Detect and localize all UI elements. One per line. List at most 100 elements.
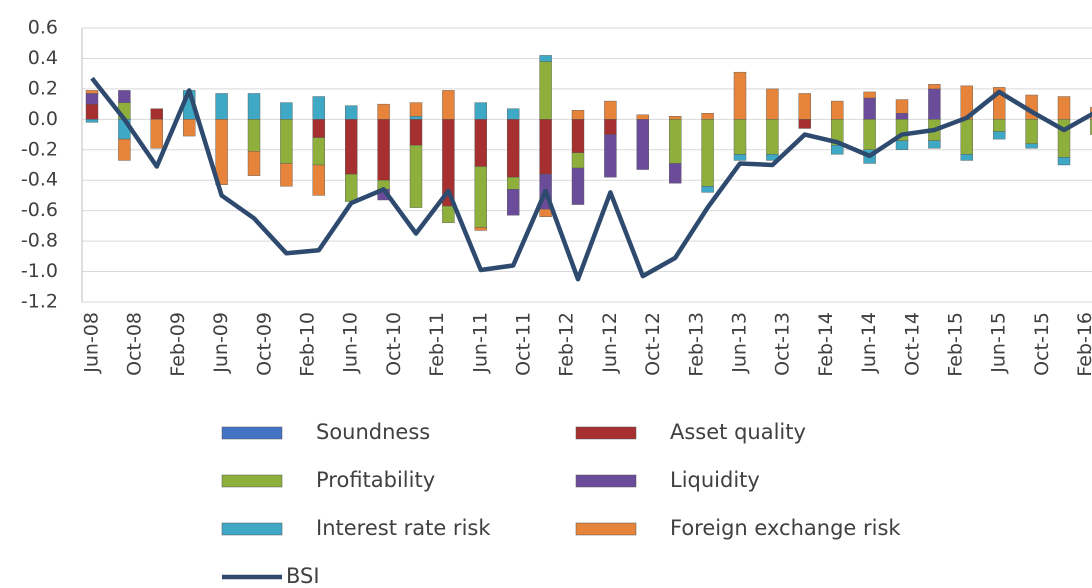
bar-segment [474, 227, 487, 231]
x-tick-label: Oct-15 [1031, 312, 1053, 376]
y-tick-label: 0.2 [28, 77, 58, 99]
legend-label: Interest rate risk [316, 516, 491, 540]
bar-segment [895, 140, 909, 150]
x-tick-label: Oct-08 [124, 312, 146, 376]
x-tick-label: Feb-11 [426, 312, 448, 377]
bar-segment [474, 102, 487, 120]
legend-swatch [221, 426, 283, 440]
legend-label: Foreign exchange risk [670, 516, 901, 540]
legend-label: BSI [286, 564, 320, 588]
legend-label: Asset quality [670, 420, 806, 444]
bar-segment [539, 119, 552, 175]
bar-segment [409, 145, 423, 208]
bar-segment [733, 119, 747, 155]
x-tick-label: Oct-11 [513, 312, 535, 376]
x-tick-label: Feb-10 [297, 312, 319, 377]
x-tick-label: Feb-14 [815, 312, 837, 377]
y-tick-label: 0.6 [28, 17, 58, 39]
bar-segment [280, 163, 293, 187]
bar-segment [571, 152, 585, 169]
bar-segment [118, 138, 131, 161]
legend-label: Liquidity [670, 468, 760, 492]
bar-segment [1057, 96, 1071, 120]
y-tick-label: -0.4 [21, 169, 58, 191]
y-tick-label: -0.8 [21, 230, 58, 252]
bar-segment [1025, 143, 1038, 149]
bar-segment [863, 91, 876, 99]
bar-segment [345, 173, 358, 202]
bar-segment [474, 119, 487, 167]
bar-segment [766, 119, 779, 155]
x-tick-label: Feb-16 [1074, 312, 1092, 377]
bar-segment [377, 103, 390, 120]
legend-swatch [575, 522, 637, 536]
legend-swatch [575, 474, 637, 488]
bar-segment [182, 119, 196, 137]
bar-segment [312, 119, 325, 138]
bar-segment [701, 113, 714, 120]
bar-segment [669, 119, 682, 164]
legend-swatch [221, 522, 283, 536]
bar-segment [215, 119, 228, 185]
x-tick-label: Jun-10 [340, 312, 362, 374]
bar-segment [766, 88, 779, 120]
bar-segment [442, 90, 455, 120]
bar-segment [312, 164, 325, 196]
bar-segment [733, 154, 747, 161]
bar-segment [118, 90, 131, 103]
bar-segment [215, 93, 228, 120]
bar-segment [571, 109, 585, 120]
legend: Soundness Asset quality Profitability Liqui… [221, 420, 901, 588]
y-tick-label: -0.6 [21, 199, 58, 221]
x-tick-label: Feb-12 [556, 312, 578, 377]
x-tick-label: Jun-13 [729, 312, 751, 374]
x-tick-label: Oct-13 [772, 312, 794, 376]
bar-segment [442, 205, 455, 224]
bar-segment [1057, 157, 1071, 166]
bar-segment [863, 119, 876, 150]
bar-segment [409, 102, 423, 117]
bar-segment [409, 119, 423, 146]
bar-segment [960, 119, 973, 155]
bar-segment [960, 154, 973, 161]
bar-segment [247, 151, 261, 176]
bar-segment [345, 105, 358, 120]
x-tick-label: Jun-12 [599, 312, 621, 374]
bar-segment [701, 119, 714, 187]
bar-segment [409, 116, 423, 120]
x-tick-label: Oct-09 [253, 312, 275, 376]
bar-segment [604, 119, 617, 135]
bar-segment [669, 163, 682, 184]
legend-label: Profitability [316, 468, 435, 492]
bar-segment [895, 113, 909, 120]
bar-segment [636, 119, 649, 170]
bar-segment [85, 103, 99, 120]
y-tick-label: -1.2 [21, 291, 58, 313]
y-tick-label: 0.4 [28, 47, 58, 69]
bar-segment [85, 93, 99, 105]
bar-segment [928, 140, 941, 149]
bar-segment [539, 55, 552, 62]
bar-segment [701, 186, 714, 193]
bar-segment [280, 102, 293, 120]
y-tick-label: 0.0 [28, 108, 58, 130]
bar-segment [733, 71, 747, 120]
bar-segment [507, 176, 520, 190]
bar-segment [539, 208, 552, 217]
y-tick-label: -0.2 [21, 138, 58, 160]
bar-segment [345, 119, 358, 175]
bar-segment [993, 119, 1006, 132]
bar-segment [85, 90, 99, 94]
bar-segment [798, 93, 811, 120]
bar-segment [1090, 119, 1092, 135]
bar-segment [993, 131, 1006, 140]
x-tick-label: Jun-11 [469, 312, 491, 374]
bar-segment [798, 119, 811, 129]
x-tick-label: Oct-12 [642, 312, 664, 376]
legend-swatch [221, 474, 283, 488]
bar-segment [474, 166, 487, 228]
x-tick-label: Feb-13 [685, 312, 707, 377]
x-tick-label: Feb-15 [945, 312, 967, 377]
bar-segment [312, 96, 325, 120]
